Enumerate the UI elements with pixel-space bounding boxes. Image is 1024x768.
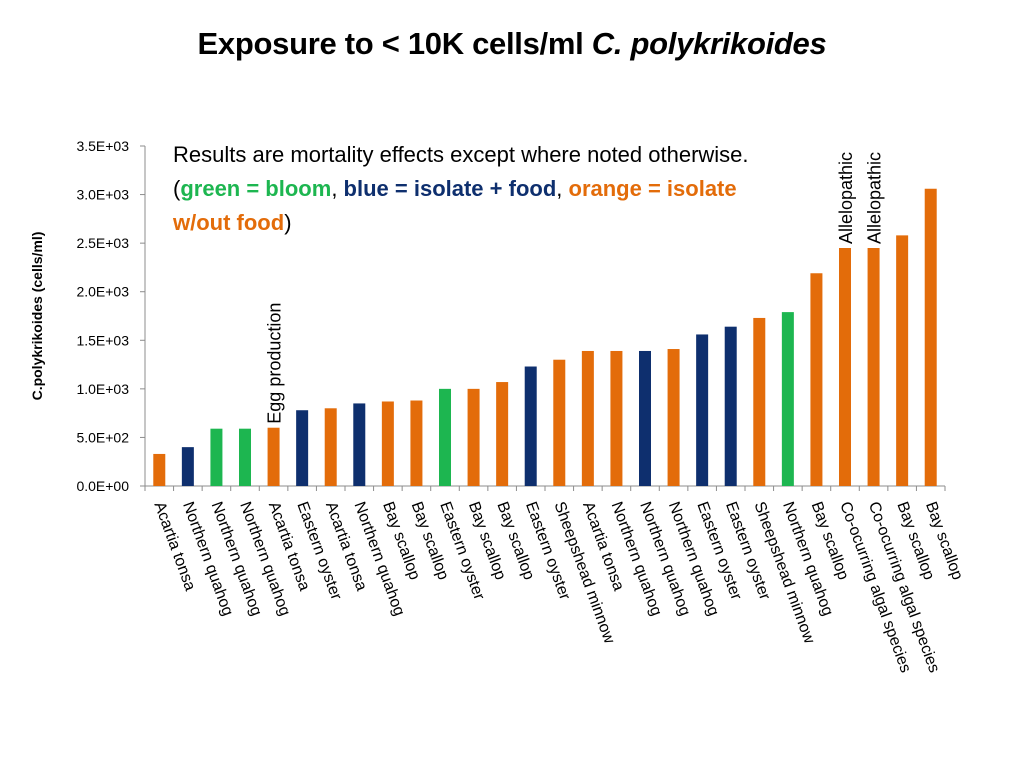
note-sep2: , — [556, 176, 569, 201]
chart-axes: 0.0E+00 5.0E+02 1.0E+03 1.5E+03 2.0E+03 2.5E+… — [29, 138, 946, 494]
bar — [724, 326, 737, 486]
note-line1: Results are mortality effects except whe… — [173, 142, 749, 167]
bar — [753, 317, 766, 486]
bar — [781, 312, 794, 486]
y-tick-label: 1.5E+03 — [76, 332, 129, 348]
bar — [181, 447, 194, 486]
legend-green: green = bloom — [180, 176, 332, 201]
title-species: C. polykrikoides — [591, 26, 827, 61]
y-tick-label: 3.5E+03 — [76, 138, 129, 154]
bar — [896, 235, 909, 486]
bar — [467, 388, 480, 486]
legend-blue: blue = isolate + food — [343, 176, 557, 201]
bar — [410, 400, 423, 486]
bar-annotation: Allelopathic — [836, 152, 856, 244]
bar — [867, 248, 880, 486]
bar — [610, 350, 623, 486]
bar-annotation: Allelopathic — [865, 152, 885, 244]
y-tick-label: 2.5E+03 — [76, 235, 129, 251]
bar — [267, 427, 280, 486]
legend-note: Results are mortality effects except whe… — [173, 138, 773, 240]
bar — [496, 382, 509, 486]
bar — [696, 334, 709, 486]
bar — [810, 273, 823, 486]
y-tick-label: 1.0E+03 — [76, 381, 129, 397]
bar — [839, 248, 851, 486]
bar — [524, 366, 537, 486]
note-sep1: , — [331, 176, 344, 201]
note-close-paren: ) — [284, 210, 292, 235]
note-open-paren: ( — [173, 176, 181, 201]
bar — [639, 350, 651, 486]
bar — [581, 350, 594, 486]
chart-bars — [153, 188, 937, 486]
bar — [924, 188, 937, 486]
y-tick-label: 3.0E+03 — [76, 187, 129, 203]
y-tick-label: 0.0E+00 — [76, 478, 129, 494]
y-axis-label: C.polykrikoides (cells/ml) — [29, 232, 45, 401]
bar — [210, 428, 223, 486]
chart-title: Exposure to < 10K cells/ml C. polykrikoi… — [0, 26, 1024, 62]
bar — [553, 359, 566, 486]
bar — [153, 453, 166, 486]
bar — [239, 428, 251, 486]
legend-orange: orange = isolate w/out food — [173, 176, 737, 235]
bar — [324, 408, 337, 486]
bar — [296, 410, 309, 486]
bar — [353, 403, 366, 486]
y-tick-label: 2.0E+03 — [76, 284, 129, 300]
bar — [381, 401, 394, 486]
title-text: Exposure to < 10K cells/ml — [197, 26, 592, 61]
bar — [667, 349, 680, 486]
bar-annotation: Egg production — [265, 303, 285, 424]
bar — [439, 388, 451, 486]
y-tick-label: 5.0E+02 — [76, 429, 129, 445]
